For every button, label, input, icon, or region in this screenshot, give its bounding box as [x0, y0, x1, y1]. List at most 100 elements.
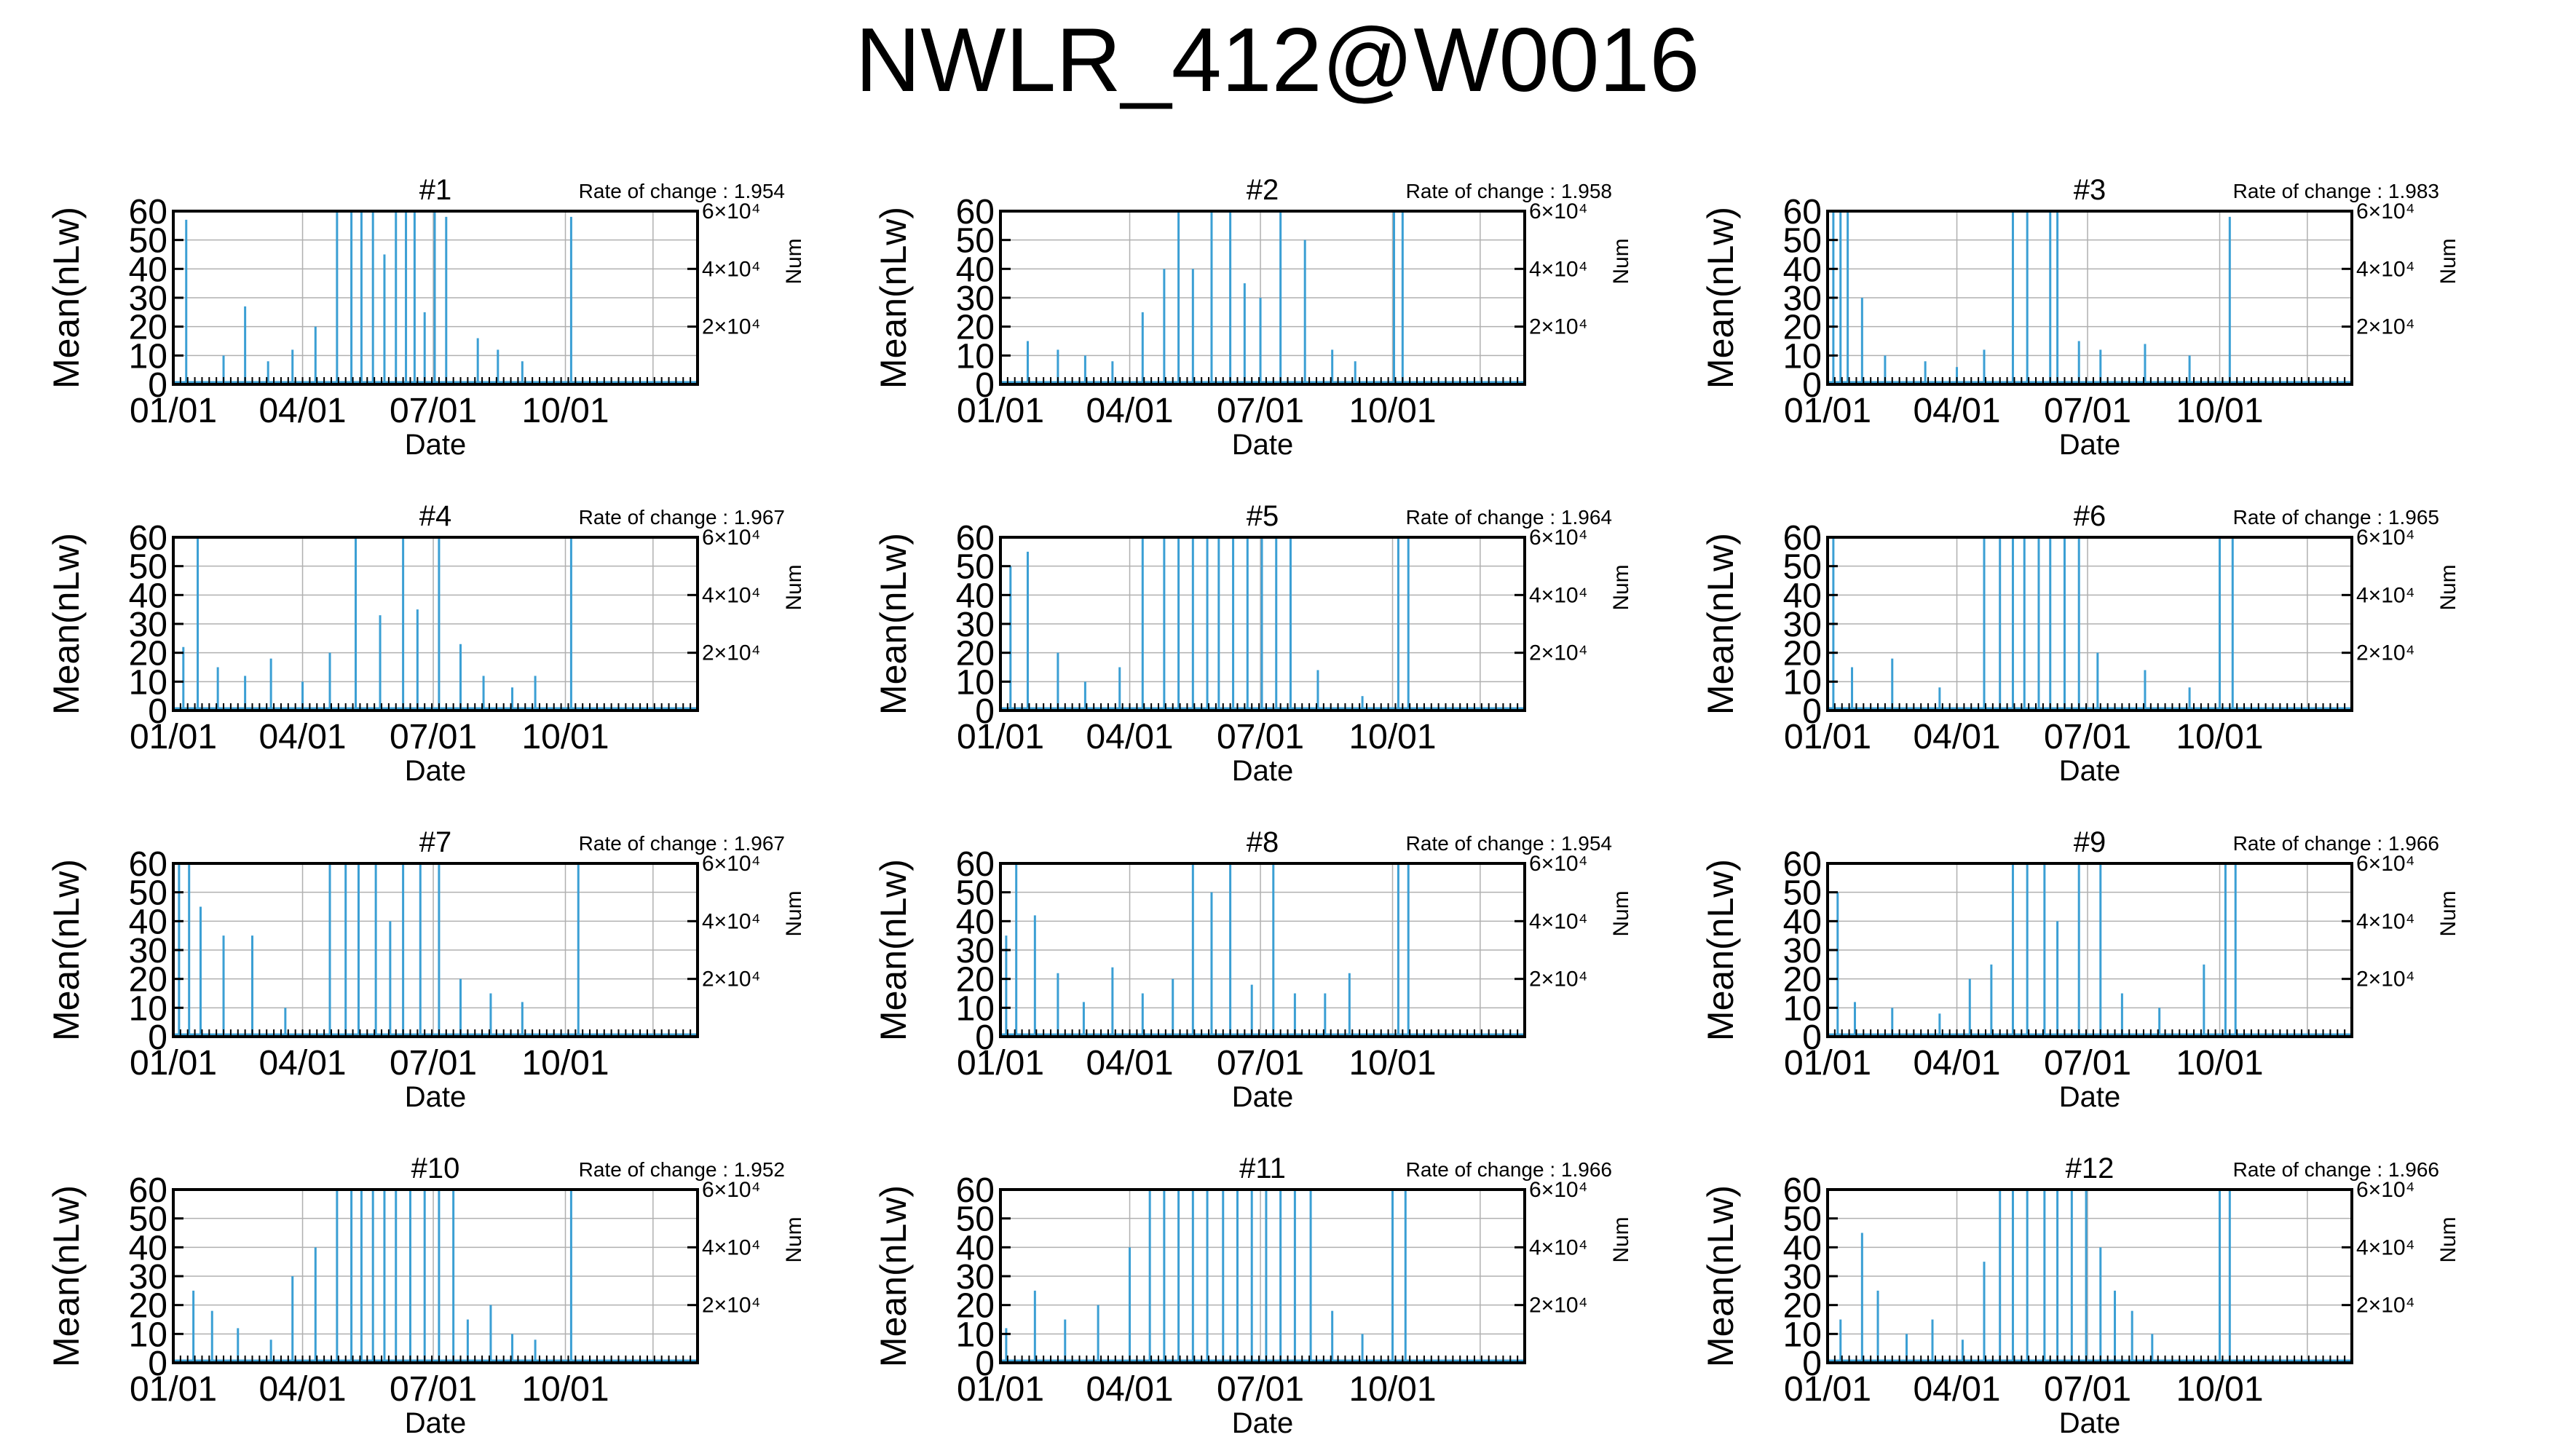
x-tick-label: 04/01: [258, 718, 346, 756]
rate-of-change: Rate of change : 1.983: [2233, 180, 2439, 202]
x-axis-label: Date: [2059, 755, 2121, 787]
y-axis-label: Mean(nLw): [1700, 1185, 1741, 1367]
y-tick-label: 30: [1783, 932, 1822, 970]
x-tick-label: 07/01: [2044, 718, 2131, 756]
y-tick-label: 0: [975, 1345, 995, 1383]
y2-tick-label: 4×10⁴: [702, 909, 760, 933]
x-axis-label: Date: [1232, 429, 1294, 461]
x-tick-label: 10/01: [521, 392, 609, 430]
x-tick-label: 10/01: [2176, 392, 2263, 430]
y-axis-label: Mean(nLw): [46, 533, 87, 715]
y2-tick-label: 6×10⁴: [1529, 199, 1587, 223]
y2-tick-label: 6×10⁴: [702, 852, 760, 876]
x-tick-label: 10/01: [521, 1370, 609, 1409]
y2-tick-label: 2×10⁴: [702, 315, 760, 339]
rate-of-change: Rate of change : 1.958: [1406, 180, 1612, 202]
x-tick-label: 04/01: [1086, 1370, 1173, 1409]
y2-axis-label: Num: [782, 564, 806, 610]
y2-axis-label: Num: [1609, 238, 1633, 284]
y-tick-label: 10: [1783, 337, 1822, 376]
y-axis-label: Mean(nLw): [1700, 207, 1741, 389]
panel-title: #5: [1247, 500, 1279, 532]
y-tick-label: 20: [129, 1287, 167, 1326]
x-tick-label: 01/01: [957, 1370, 1044, 1409]
y2-tick-label: 4×10⁴: [702, 583, 760, 607]
y-tick-label: 0: [1802, 366, 1822, 405]
rate-prefix: Rate of change :: [579, 180, 734, 202]
x-tick-label: 07/01: [2044, 392, 2131, 430]
y-tick-label: 40: [956, 250, 995, 289]
rate-value: 1.958: [1561, 180, 1612, 202]
y-tick-label: 30: [129, 932, 167, 970]
rate-value: 1.954: [1561, 832, 1612, 855]
y-tick-label: 40: [1783, 1229, 1822, 1267]
y-tick-label: 40: [129, 903, 167, 941]
x-tick-label: 10/01: [1348, 392, 1436, 430]
y-tick-label: 40: [956, 903, 995, 941]
y2-axis-label: Num: [2436, 238, 2460, 284]
x-axis-label: Date: [2059, 429, 2121, 461]
x-tick-label: 07/01: [390, 1370, 477, 1409]
rate-value: 1.966: [2388, 1158, 2439, 1181]
y-tick-label: 60: [1783, 1171, 1822, 1210]
y2-tick-label: 6×10⁴: [1529, 1178, 1587, 1202]
y-tick-label: 60: [129, 845, 167, 884]
y-tick-label: 20: [1783, 961, 1822, 1000]
rate-value: 1.964: [1561, 506, 1612, 529]
x-tick-label: 07/01: [2044, 1044, 2131, 1083]
y-tick-label: 40: [1783, 577, 1822, 615]
y-axis-label: Mean(nLw): [1700, 859, 1741, 1041]
x-tick-label: 01/01: [130, 1370, 217, 1409]
y-tick-label: 20: [956, 1287, 995, 1326]
y2-axis-label: Num: [1609, 564, 1633, 610]
y-tick-label: 40: [1783, 250, 1822, 289]
x-tick-label: 10/01: [2176, 718, 2263, 756]
y-tick-label: 20: [129, 961, 167, 1000]
y-tick-label: 60: [1783, 519, 1822, 558]
rate-of-change: Rate of change : 1.966: [1406, 1158, 1612, 1181]
main-title: NWLR_412@W0016: [855, 10, 1700, 111]
y-tick-label: 0: [1802, 1345, 1822, 1383]
x-tick-label: 04/01: [258, 1370, 346, 1409]
y2-tick-label: 2×10⁴: [2356, 1294, 2414, 1318]
rate-prefix: Rate of change :: [2233, 832, 2388, 855]
y-tick-label: 60: [956, 1171, 995, 1210]
y-tick-label: 30: [1783, 280, 1822, 318]
y2-tick-label: 6×10⁴: [1529, 526, 1587, 550]
y-tick-label: 60: [129, 1171, 167, 1210]
x-axis-label: Date: [405, 429, 467, 461]
rate-prefix: Rate of change :: [2233, 506, 2388, 529]
rate-prefix: Rate of change :: [579, 832, 734, 855]
y-tick-label: 60: [956, 845, 995, 884]
y2-tick-label: 6×10⁴: [2356, 1178, 2414, 1202]
y-tick-label: 50: [1783, 222, 1822, 261]
rate-of-change: Rate of change : 1.964: [1406, 506, 1612, 529]
x-axis-label: Date: [2059, 1407, 2121, 1439]
y-tick-label: 20: [956, 961, 995, 1000]
y-tick-label: 50: [129, 874, 167, 913]
x-tick-label: 01/01: [130, 392, 217, 430]
rate-prefix: Rate of change :: [2233, 180, 2388, 202]
rate-prefix: Rate of change :: [1406, 180, 1561, 202]
y2-tick-label: 4×10⁴: [2356, 583, 2414, 607]
x-tick-label: 07/01: [1217, 1370, 1304, 1409]
rate-prefix: Rate of change :: [1406, 506, 1561, 529]
panel-title: #2: [1247, 174, 1279, 206]
y-tick-label: 40: [129, 1229, 167, 1267]
y2-tick-label: 4×10⁴: [702, 1235, 760, 1259]
panel-title: #7: [419, 826, 452, 858]
panel-title: #3: [2074, 174, 2106, 206]
y-tick-label: 10: [956, 337, 995, 376]
y2-tick-label: 2×10⁴: [1529, 1294, 1587, 1318]
x-tick-label: 10/01: [2176, 1044, 2263, 1083]
y2-tick-label: 4×10⁴: [2356, 257, 2414, 281]
x-tick-label: 10/01: [521, 718, 609, 756]
x-tick-label: 07/01: [390, 718, 477, 756]
rate-value: 1.967: [734, 832, 785, 855]
y2-tick-label: 4×10⁴: [1529, 1235, 1587, 1259]
y-tick-label: 30: [956, 280, 995, 318]
